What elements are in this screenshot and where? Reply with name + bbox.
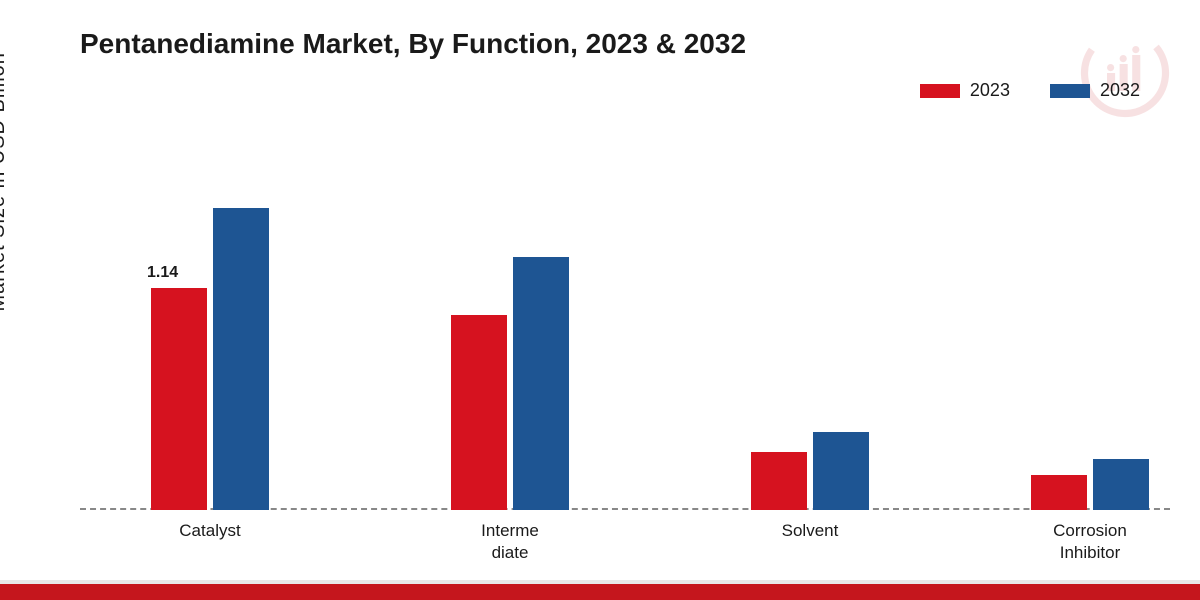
bar bbox=[513, 257, 569, 511]
bar-value-label: 1.14 bbox=[147, 264, 178, 282]
bar-group bbox=[451, 257, 569, 511]
bar-group bbox=[1031, 459, 1149, 510]
x-axis-label: Interme diate bbox=[440, 520, 580, 564]
bar bbox=[1093, 459, 1149, 510]
y-axis-label: Market Size in USD Billion bbox=[0, 52, 10, 311]
bar bbox=[813, 432, 869, 510]
legend-swatch-2032 bbox=[1050, 84, 1090, 98]
x-axis-label: Solvent bbox=[740, 520, 880, 542]
bar bbox=[151, 288, 207, 510]
legend-label-2032: 2032 bbox=[1100, 80, 1140, 101]
plot-area: 1.14 bbox=[80, 120, 1170, 510]
chart-title: Pentanediamine Market, By Function, 2023… bbox=[80, 28, 746, 60]
bar-group: 1.14 bbox=[151, 208, 269, 510]
legend-item-2023: 2023 bbox=[920, 80, 1010, 101]
legend-item-2032: 2032 bbox=[1050, 80, 1140, 101]
legend-swatch-2023 bbox=[920, 84, 960, 98]
bottom-accent-bar bbox=[0, 580, 1200, 600]
x-axis-label: Corrosion Inhibitor bbox=[1020, 520, 1160, 564]
legend-label-2023: 2023 bbox=[970, 80, 1010, 101]
bar bbox=[751, 452, 807, 511]
legend: 2023 2032 bbox=[920, 80, 1140, 101]
bar bbox=[451, 315, 507, 510]
bar bbox=[213, 208, 269, 510]
watermark-logo bbox=[1080, 28, 1170, 118]
bar bbox=[1031, 475, 1087, 510]
bar-group bbox=[751, 432, 869, 510]
x-axis-label: Catalyst bbox=[140, 520, 280, 542]
